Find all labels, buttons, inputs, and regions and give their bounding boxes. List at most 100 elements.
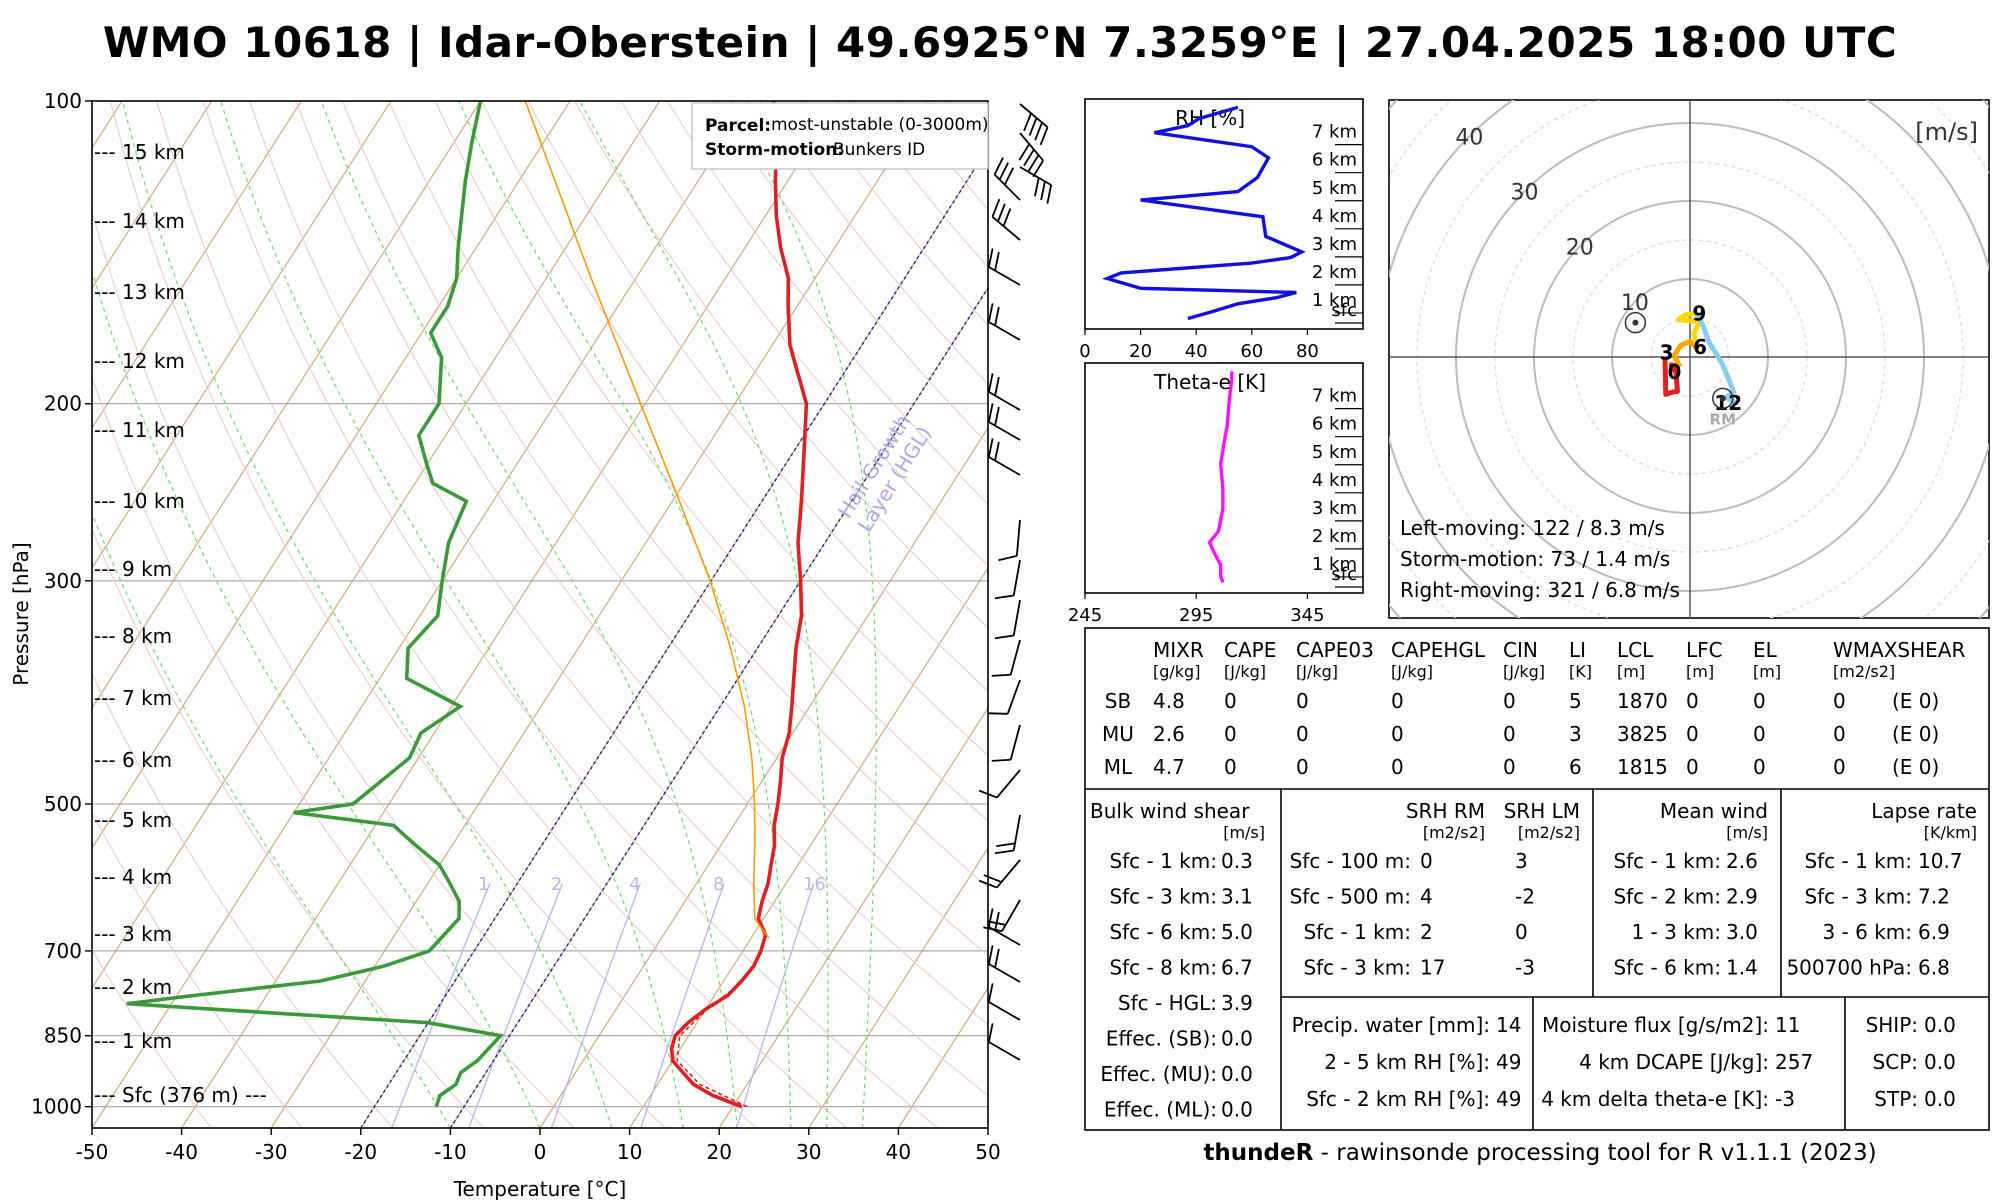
y-tick-label: 850 [44,1024,82,1048]
mean-wind-row-value: 3.0 [1726,920,1758,944]
mean-wind-row-label: Sfc - 2 km: [1613,885,1721,909]
mixing-ratio-line [550,883,641,1128]
wind-barb-flag [994,406,1000,426]
composite-row-value: 0.0 [1924,1013,1956,1037]
height-label: 4 km [1312,470,1357,491]
height-label: 5 km [1312,178,1357,199]
mixing-ratio-line [640,883,725,1128]
wind-barb [987,1023,1021,1061]
shear-row-value: 5.0 [1221,920,1253,944]
moisture2-row-value: -3 [1775,1087,1795,1111]
wind-barb-flag [987,248,994,268]
index-value: 0 [1391,755,1404,779]
index-value: 4.7 [1153,755,1185,779]
x-tick-label: 10 [617,1140,642,1164]
mean-wind-row-label: Sfc - 1 km: [1613,849,1721,873]
height-label: --- 11 km [94,418,185,442]
index-value: 0 [1503,755,1516,779]
skewt-axes: -50 -40 -30 -20 -10 0 10 20 30 40 50 Temperature [°… [9,89,1001,1200]
index-value: 0 [1503,722,1516,746]
dry-adiabat [574,101,988,629]
shear-row-label: Effec. (SB): [1106,1027,1217,1051]
srh-rm-value: 0 [1420,849,1433,873]
y-tick-label: 300 [44,569,82,593]
dry-adiabat [92,948,212,1128]
wind-barb-staff [1009,724,1021,761]
skewt-traces [126,101,809,1109]
height-label: --- 12 km [94,349,185,373]
x-tick-label: -30 [255,1140,288,1164]
index-value: 0 [1753,689,1766,713]
isotherm [718,706,988,1128]
mixing-ratio-label: 2 [551,874,562,895]
shear-row-label: Sfc - HGL: [1118,991,1217,1015]
dry-adiabat [249,101,988,1097]
x-tick-label: 30 [796,1140,821,1164]
lapse-title: Lapse rate [1871,799,1977,823]
wind-barb-flag [991,758,1011,762]
wind-barb-staff [988,456,1021,476]
composite-row-label: STP: [1874,1087,1918,1111]
index-value: 0 [1224,722,1237,746]
mean-wind-row-value: 1.4 [1726,956,1758,980]
x-tick-label: 295 [1179,605,1213,626]
height-mark: 0 [1667,360,1681,384]
shear-row-value: 0.0 [1221,1062,1253,1086]
mean-wind-row-value: 2.9 [1726,885,1758,909]
index-unit: [J/kg] [1224,662,1266,681]
ring-label: 30 [1511,181,1539,206]
isotherm [92,101,571,850]
mean-wind-unit: [m/s] [1726,823,1768,842]
mean-wind-row-label: 1 - 3 km: [1631,920,1721,944]
moisture2-row-value: 11 [1775,1013,1800,1037]
wind-barb-flag [1002,208,1012,227]
wind-barb [987,983,1021,1021]
x-tick-label: 20 [706,1140,731,1164]
isotherm [92,101,392,570]
tables-frame [1084,627,1990,1131]
x-tick-label: 0 [534,1140,547,1164]
composite-row-label: SCP: [1873,1050,1918,1074]
wind-barb [987,303,1021,341]
lapse-row-value: 10.7 [1918,849,1963,873]
series-virtual-temperature [676,950,764,1108]
y-tick-label: 1000 [31,1095,82,1119]
wind-barb-flag [1023,112,1032,132]
srh-lm-value: -3 [1515,956,1535,980]
wind-barb-flag [991,198,1001,218]
wind-barb [978,859,1021,889]
height-label: 7 km [1312,122,1357,143]
wind-barb-staff [996,859,1021,889]
wind-barb-staff [988,321,1021,341]
height-label: --- 15 km [94,140,185,164]
wind-barb-flag [987,983,994,1003]
left-mover-marker [1624,311,1647,334]
hgl-boundary [449,286,988,1128]
composite-row-value: 0.0 [1924,1087,1956,1111]
wind-barb-staff [988,1041,1021,1061]
x-tick-label: 60 [1240,341,1263,362]
index-value: 3825 [1617,722,1668,746]
height-mark: 3 [1660,340,1674,364]
index-header: MIXR [1153,638,1204,662]
wind-barb [991,639,1021,677]
index-unit: [K] [1569,662,1592,681]
lapse-row-label: Sfc - 1 km: [1804,849,1912,873]
height-label: --- 2 km [94,975,172,999]
moisture-row-label: Sfc - 2 km RH [%]: [1306,1087,1490,1111]
srh-row-label: Sfc - 3 km: [1303,956,1411,980]
composite-row-label: SHIP: [1866,1013,1918,1037]
shear-row-value: 0.0 [1221,1098,1253,1122]
wind-barb [991,198,1021,241]
wind-barb-flag [994,594,1014,600]
dry-adiabat [527,101,988,692]
height-label: --- 4 km [94,865,172,889]
wind-barb-flag [994,441,1000,461]
x-tick-label: 40 [886,1140,911,1164]
wind-barb-flag [1032,160,1044,178]
hodograph-segment [1662,359,1681,397]
panel-title: Theta-e [K] [1153,370,1266,394]
dry-adiabat [156,101,848,1128]
wind-barb-staff [1019,132,1044,162]
shear-row-value: 0.0 [1221,1027,1253,1051]
